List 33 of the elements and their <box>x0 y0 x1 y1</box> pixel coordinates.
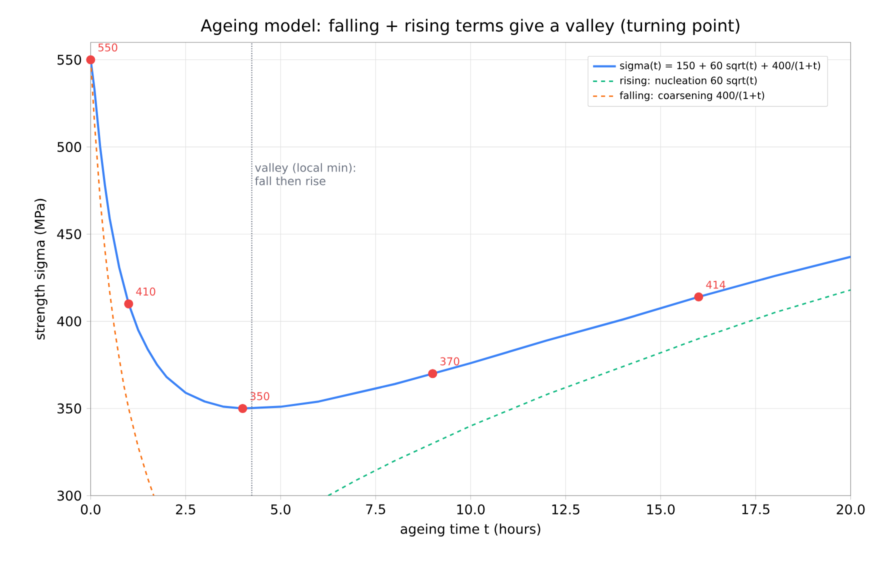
chart-title: Ageing model: falling + rising terms give a valley (turning point) <box>200 18 740 35</box>
point <box>124 299 134 308</box>
point <box>238 404 248 414</box>
legend-label: sigma(t) = 150 + 60 sqrt(t) + 400/(1+t) <box>620 62 820 72</box>
x-tick-label: 17.5 <box>742 504 770 514</box>
x-tick-label: 5.0 <box>271 504 290 514</box>
point <box>86 55 96 64</box>
legend-label: rising: nucleation 60 sqrt(t) <box>620 76 757 86</box>
data-label: 550 <box>98 43 118 52</box>
x-axis-title: ageing time t (hours) <box>400 524 540 537</box>
x-tick-label: 10.0 <box>457 504 485 514</box>
x-tick-label: 15.0 <box>647 504 675 514</box>
y-tick-label: 450 <box>57 229 82 240</box>
line-series <box>327 289 851 496</box>
x-tick-label: 0.0 <box>80 504 100 514</box>
x-tick-label: 12.5 <box>552 504 580 514</box>
y-tick-label: 500 <box>58 142 82 152</box>
legend-label: falling: coarsening 400/(1+t) <box>620 91 764 102</box>
x-tick-label: 2.5 <box>176 504 196 514</box>
y-tick-label: 550 <box>58 54 82 65</box>
x-tick-label: 20.0 <box>836 504 865 514</box>
data-label: 370 <box>440 357 460 366</box>
y-tick-label: 300 <box>58 490 82 501</box>
y-tick-label: 400 <box>57 316 82 326</box>
point <box>428 369 438 378</box>
ref-line-label: valley (local min): fall then rise <box>254 163 356 186</box>
data-label: 414 <box>706 280 726 289</box>
data-label: 350 <box>250 392 270 400</box>
y-axis-title: strength sigma (MPa) <box>34 198 48 340</box>
point <box>694 292 704 302</box>
data-label: 410 <box>136 288 156 296</box>
x-tick-label: 7.5 <box>366 504 386 514</box>
y-tick-label: 350 <box>58 403 82 414</box>
